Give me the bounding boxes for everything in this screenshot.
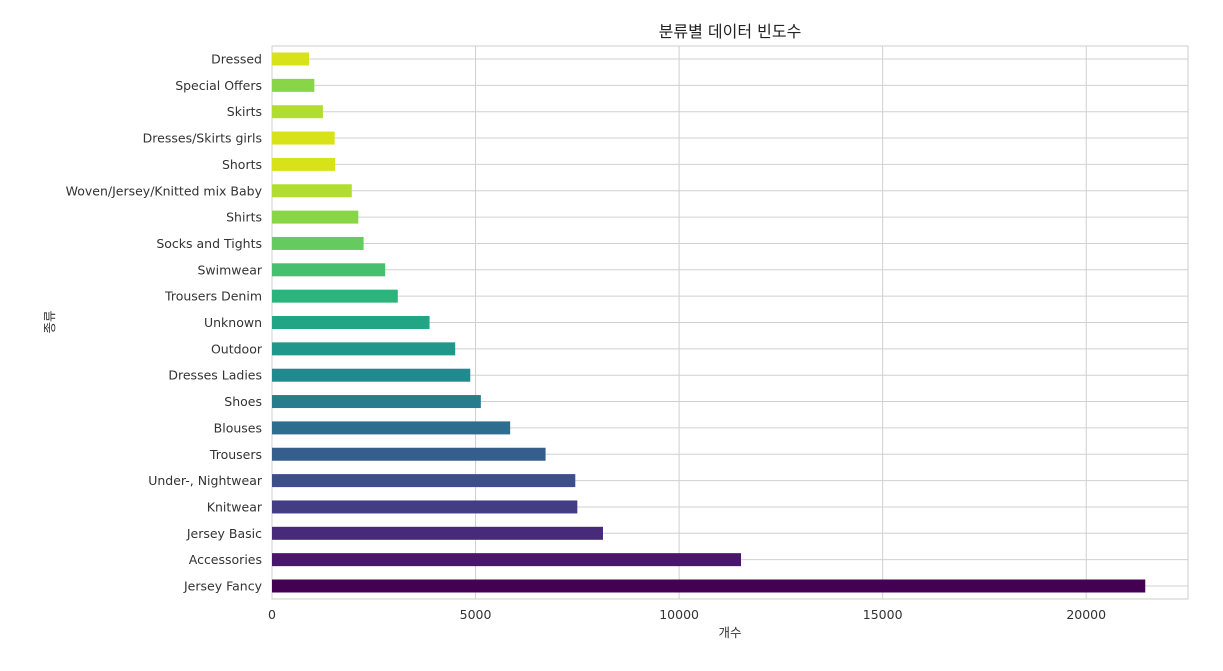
bar: [272, 579, 1146, 593]
bar: [272, 526, 603, 540]
x-tick-label: 10000: [659, 607, 699, 622]
bar: [272, 131, 335, 145]
x-tick-label: 15000: [863, 607, 903, 622]
bar: [272, 500, 578, 514]
x-tick-label: 0: [268, 607, 276, 622]
y-tick-label: Dressed: [211, 52, 262, 67]
y-tick-label: Socks and Tights: [156, 236, 262, 251]
bar: [272, 368, 471, 382]
bar: [272, 342, 456, 356]
y-tick-label: Dresses/Skirts girls: [143, 131, 262, 146]
bar: [272, 105, 323, 119]
x-axis-title: 개수: [718, 625, 741, 640]
y-tick-label: Dresses Ladies: [168, 368, 262, 383]
y-tick-label: Outdoor: [211, 341, 263, 356]
x-tick-label: 5000: [460, 607, 492, 622]
y-tick-label: Skirts: [227, 104, 262, 119]
y-tick-label: Jersey Basic: [186, 526, 262, 541]
bar: [272, 421, 511, 435]
y-tick-label: Unknown: [204, 315, 262, 330]
y-tick-label: Blouses: [214, 420, 262, 435]
y-tick-label: Swimwear: [197, 262, 262, 277]
y-tick-label: Shorts: [222, 157, 262, 172]
bar: [272, 236, 364, 250]
bar: [272, 395, 481, 409]
bar: [272, 157, 336, 171]
bar: [272, 289, 398, 303]
y-axis-title: 종류: [42, 310, 57, 333]
y-tick-label: Trousers Denim: [164, 289, 262, 304]
y-tick-label: Shirts: [226, 210, 262, 225]
bar: [272, 52, 310, 66]
y-tick-label: Knitwear: [207, 499, 263, 514]
bar: [272, 553, 741, 567]
y-tick-label: Shoes: [224, 394, 262, 409]
y-tick-label: Under-, Nightwear: [148, 473, 263, 488]
bar: [272, 316, 430, 329]
bar: [272, 184, 352, 198]
bars: [272, 52, 1146, 593]
y-tick-labels: Jersey Fancy Accessories Jersey Basic Knitw…: [66, 52, 263, 594]
bar: [272, 447, 546, 461]
y-tick-label: Special Offers: [175, 78, 262, 93]
bar: [272, 474, 576, 488]
bar: [272, 263, 386, 277]
y-tick-label: Woven/Jersey/Knitted mix Baby: [66, 183, 263, 198]
x-tick-labels: 0 5000 10000 15000 20000: [268, 607, 1106, 622]
y-tick-label: Trousers: [209, 447, 262, 462]
chart-title: 분류별 데이터 빈도수: [659, 22, 802, 41]
x-tick-label: 20000: [1066, 607, 1106, 622]
bar: [272, 78, 315, 92]
y-tick-label: Accessories: [189, 552, 262, 567]
bar: [272, 210, 359, 224]
y-tick-label: Jersey Fancy: [183, 579, 263, 594]
